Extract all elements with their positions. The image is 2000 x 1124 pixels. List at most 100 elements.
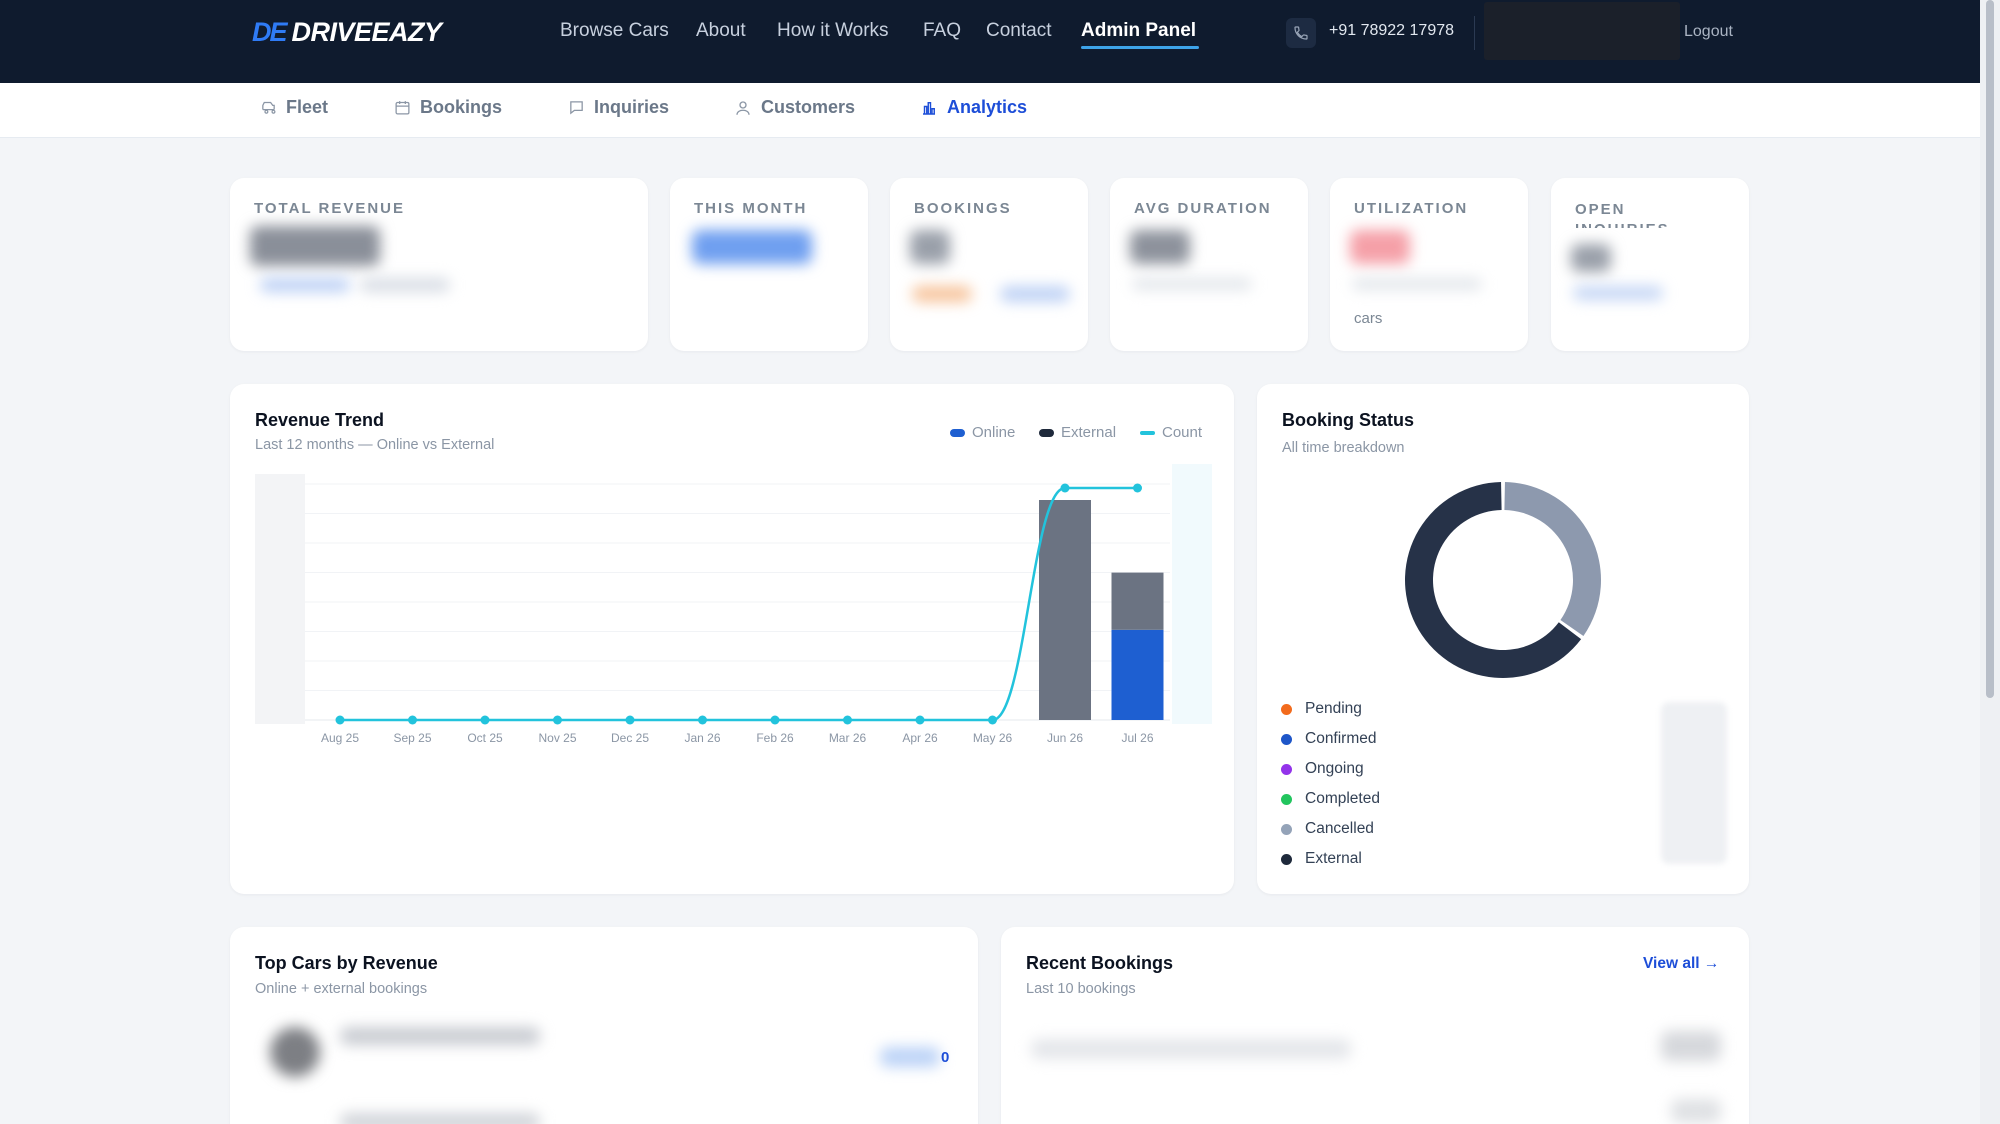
panel-subtitle: Last 10 bookings: [1026, 981, 1136, 997]
active-nav-indicator: [1081, 46, 1199, 49]
legend-online: Online: [950, 424, 1015, 441]
status-dot: [1281, 793, 1292, 805]
redacted-counts: [1661, 702, 1727, 864]
user-info-redacted: [1484, 2, 1680, 60]
redacted-value: [1352, 278, 1482, 290]
tab-analytics[interactable]: Analytics: [920, 97, 1027, 118]
nav-divider: [1474, 16, 1475, 50]
redacted-value: [1000, 286, 1070, 302]
status-label: Completed: [1305, 790, 1380, 807]
redacted-booking-amount: [1661, 1031, 1721, 1061]
panel-title: Top Cars by Revenue: [255, 953, 438, 973]
legend-external: External: [1039, 424, 1116, 441]
redacted-value: [1571, 244, 1611, 272]
x-tick-label: Nov 25: [538, 731, 576, 745]
x-tick-label: Jun 26: [1047, 731, 1083, 745]
legend-label: Online: [972, 424, 1016, 441]
status-label: Pending: [1305, 700, 1362, 717]
tab-fleet-label: Fleet: [286, 97, 329, 117]
donut-slice-external: [1405, 482, 1582, 678]
stat-label: TOTAL REVENUE: [254, 200, 406, 217]
nav-contact[interactable]: Contact: [986, 20, 1052, 41]
redacted-booking-row: [1031, 1039, 1351, 1059]
stat-card-this-month: THIS MONTH: [670, 178, 868, 351]
redacted-value: [1573, 286, 1663, 300]
count-point: [1133, 483, 1142, 493]
logout-link[interactable]: Logout: [1684, 23, 1733, 40]
panel-subtitle: Last 12 months — Online vs External: [255, 437, 495, 453]
status-label: External: [1305, 850, 1362, 867]
stat-foot-text: cars: [1354, 310, 1383, 327]
redacted-car-thumbnail: [270, 1027, 320, 1077]
count-point: [553, 715, 562, 725]
view-all-link[interactable]: View all →: [1643, 955, 1720, 972]
phone-number[interactable]: +91 78922 17978: [1329, 22, 1455, 39]
status-label: Ongoing: [1305, 760, 1364, 777]
car-icon: [262, 101, 276, 114]
stat-label: AVG DURATION: [1134, 200, 1272, 217]
stat-card-total-revenue: TOTAL REVENUE: [230, 178, 648, 351]
status-dot: [1281, 853, 1292, 865]
x-tick-label: Jan 26: [684, 731, 720, 745]
count-point: [988, 715, 997, 725]
logo-text: DRIVEEAZY: [291, 16, 443, 47]
tab-bookings[interactable]: Bookings: [394, 97, 502, 118]
x-tick-label: Aug 25: [321, 731, 359, 745]
redacted-value: [1130, 230, 1190, 264]
redacted-value: [1132, 278, 1252, 290]
tab-inquiries[interactable]: Inquiries: [568, 97, 669, 118]
status-legend-confirmed: Confirmed: [1281, 730, 1377, 748]
status-legend-completed: Completed: [1281, 790, 1380, 808]
legend-swatch: [1140, 430, 1155, 435]
status-label: Confirmed: [1305, 730, 1377, 747]
x-tick-label: Oct 25: [467, 731, 503, 745]
redacted-value: [1350, 230, 1410, 264]
redacted-value: [360, 278, 450, 292]
tab-customers[interactable]: Customers: [734, 97, 855, 118]
stat-label: UTILIZATION: [1354, 200, 1469, 217]
y-axis-redacted: [255, 474, 305, 724]
redacted-value: [912, 286, 972, 302]
count-point: [335, 715, 345, 725]
redacted-car-name: [340, 1113, 540, 1124]
status-dot: [1281, 763, 1292, 775]
panel-subtitle: All time breakdown: [1282, 440, 1405, 456]
nav-how-it-works[interactable]: How it Works: [777, 20, 889, 41]
legend-label: External: [1061, 424, 1117, 441]
count-point: [625, 715, 635, 725]
phone-icon[interactable]: [1286, 18, 1316, 48]
admin-subnav: Fleet Bookings Inquiries Customers Analy…: [0, 83, 1980, 137]
y-axis-right-redacted: [1172, 464, 1212, 724]
stat-label: BOOKINGS: [914, 200, 1012, 217]
nav-admin-panel[interactable]: Admin Panel: [1081, 20, 1197, 41]
stat-label: THIS MONTH: [694, 200, 808, 217]
bar-chart-icon: [923, 101, 935, 115]
status-dot: [1281, 823, 1292, 835]
calendar-icon: [395, 101, 410, 115]
status-legend-cancelled: Cancelled: [1281, 820, 1374, 838]
brand-logo[interactable]: DE DRIVEEAZY: [252, 14, 442, 50]
status-legend-ongoing: Ongoing: [1281, 760, 1364, 778]
count-line: [340, 486, 1138, 722]
legend-swatch: [950, 428, 965, 437]
count-point: [408, 715, 417, 725]
recent-bookings-panel: Recent Bookings Last 10 bookings View al…: [1001, 927, 1749, 1124]
bar-external: [1039, 500, 1091, 720]
nav-browse-cars[interactable]: Browse Cars: [560, 20, 669, 41]
revenue-trend-panel: Revenue Trend Last 12 months — Online vs…: [230, 384, 1234, 894]
nav-faq[interactable]: FAQ: [923, 20, 962, 41]
bar-online: [1111, 629, 1164, 720]
revenue-trend-chart: Aug 25 Sep 25 Oct 25 Nov 25 Dec 25 Jan 26 Feb …: [255, 464, 1212, 745]
stat-card-bookings: BOOKINGS: [890, 178, 1088, 351]
scrollbar-thumb[interactable]: [1986, 0, 1994, 698]
logo-mark: DE: [252, 16, 287, 47]
tab-inquiries-label: Inquiries: [594, 97, 670, 117]
redacted-value: [910, 230, 950, 264]
bar-external: [1111, 572, 1164, 630]
redacted-booking-amount: [1671, 1099, 1721, 1123]
legend-swatch: [1039, 428, 1054, 437]
status-dot: [1281, 703, 1292, 715]
x-tick-label: Feb 26: [756, 731, 794, 745]
nav-about[interactable]: About: [696, 20, 746, 41]
tab-fleet[interactable]: Fleet: [260, 97, 328, 118]
